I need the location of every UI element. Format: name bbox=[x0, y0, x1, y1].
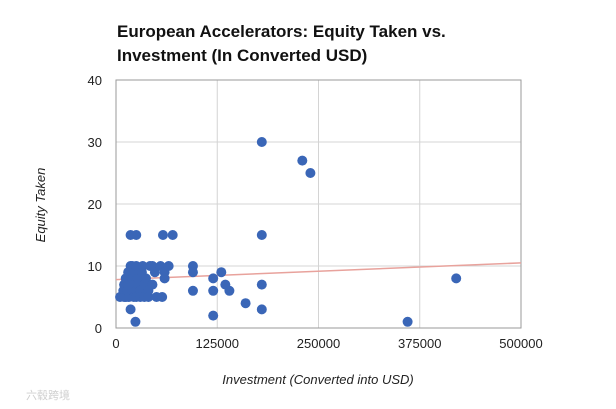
data-point bbox=[402, 316, 413, 327]
data-point bbox=[163, 261, 174, 271]
data-point bbox=[140, 273, 151, 284]
chart-title: European Accelerators: Equity Taken vs. … bbox=[117, 22, 446, 65]
watermark: 六毂跨境 bbox=[26, 388, 70, 402]
data-point bbox=[157, 292, 168, 302]
data-point bbox=[187, 285, 198, 296]
data-point bbox=[143, 292, 154, 302]
plot-frame bbox=[115, 79, 522, 329]
y-axis-ticks: 0 10 20 30 40 bbox=[88, 73, 102, 336]
x-tick-label: 500000 bbox=[499, 336, 542, 351]
data-point bbox=[208, 273, 219, 284]
x-tick-label: 375000 bbox=[398, 336, 441, 351]
x-tick-label: 0 bbox=[112, 336, 119, 351]
data-points bbox=[115, 137, 462, 327]
data-point bbox=[131, 230, 142, 240]
x-axis-title: Investment (Converted into USD) bbox=[222, 372, 413, 387]
y-tick-label: 30 bbox=[88, 135, 102, 150]
data-point bbox=[256, 304, 267, 315]
trendline bbox=[115, 262, 522, 281]
data-point bbox=[216, 267, 227, 278]
y-axis-title: Equity Taken bbox=[33, 168, 48, 243]
data-point bbox=[208, 285, 219, 296]
data-point bbox=[125, 304, 136, 315]
data-point bbox=[451, 273, 462, 284]
y-tick-label: 0 bbox=[95, 321, 102, 336]
y-tick-label: 10 bbox=[88, 259, 102, 274]
grid-lines bbox=[115, 79, 522, 329]
data-point bbox=[147, 279, 158, 290]
y-tick-label: 20 bbox=[88, 197, 102, 212]
data-point bbox=[167, 230, 178, 240]
x-tick-label: 250000 bbox=[297, 336, 340, 351]
x-tick-label: 125000 bbox=[196, 336, 239, 351]
data-point bbox=[305, 168, 316, 178]
data-point bbox=[159, 273, 170, 284]
data-point bbox=[240, 298, 251, 309]
data-point bbox=[297, 155, 308, 166]
data-point bbox=[157, 230, 168, 240]
data-point bbox=[187, 267, 198, 278]
data-point bbox=[137, 261, 148, 271]
data-point bbox=[256, 279, 267, 290]
data-point bbox=[256, 137, 267, 147]
data-point bbox=[256, 230, 267, 240]
data-point bbox=[130, 316, 141, 327]
data-point bbox=[224, 285, 235, 296]
y-tick-label: 40 bbox=[88, 73, 102, 88]
x-axis-ticks: 0 125000 250000 375000 500000 bbox=[112, 336, 542, 351]
data-point bbox=[208, 310, 219, 321]
